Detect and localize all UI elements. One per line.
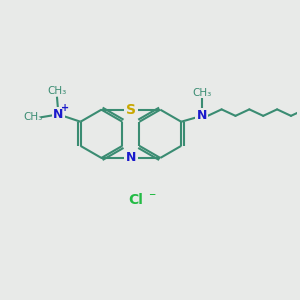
- Text: CH₃: CH₃: [192, 88, 212, 98]
- Text: N: N: [53, 108, 64, 121]
- Text: CH₃: CH₃: [47, 86, 67, 96]
- Text: S: S: [126, 103, 136, 117]
- Text: N: N: [126, 152, 136, 164]
- Text: ⁻: ⁻: [148, 190, 155, 203]
- Text: CH₃: CH₃: [24, 112, 43, 122]
- Text: Cl: Cl: [128, 193, 143, 207]
- Text: +: +: [61, 103, 69, 113]
- Text: N: N: [196, 109, 207, 122]
